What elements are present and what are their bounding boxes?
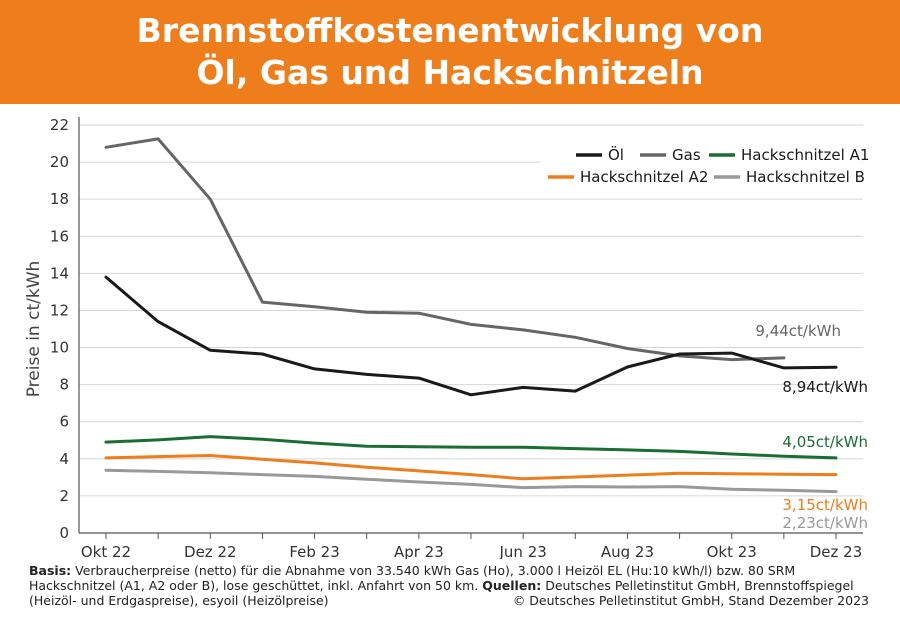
x-tick-label: Feb 23 [289, 543, 339, 559]
series-line-hackschnitzel-b [104, 468, 838, 494]
y-tick-label: 2 [59, 487, 69, 505]
basis-label: Basis: [29, 563, 72, 578]
x-tick-label: Okt 23 [707, 543, 757, 559]
legend-label: Hackschnitzel A2 [580, 168, 708, 186]
chart-title-line-1: Brennstoffkostenentwicklung von [136, 11, 764, 50]
end-label: 2,23ct/kWh [782, 514, 868, 532]
end-label: 8,94ct/kWh [782, 378, 868, 396]
end-label: 9,44ct/kWh [755, 322, 841, 340]
end-label: 3,15ct/kWh [782, 496, 868, 514]
y-tick-label: 0 [59, 524, 69, 542]
y-axis-label: Preise in ct/kWh [24, 261, 44, 398]
x-tick-label: Aug 23 [601, 543, 654, 559]
end-label: 4,05ct/kWh [782, 433, 868, 451]
series-line-hackschnitzel-a1 [104, 435, 838, 460]
y-tick-label: 14 [50, 264, 69, 282]
y-tick-label: 20 [50, 153, 69, 171]
legend-label: Hackschnitzel A1 [741, 146, 869, 164]
x-tick-label: Apr 23 [394, 543, 444, 559]
chart-header: Brennstoffkostenentwicklung von Öl, Gas … [0, 0, 900, 104]
copyright-note: © Deutsches Pelletinstitut GmbH, Stand D… [512, 593, 869, 608]
sources-label: Quellen: [482, 578, 542, 593]
x-tick-label: Okt 22 [81, 543, 131, 559]
y-tick-label: 10 [50, 339, 69, 357]
y-tick-label: 16 [50, 227, 69, 245]
basis-text: Verbraucherpreise (netto) für die Abnahm… [29, 563, 796, 593]
y-tick-label: 6 [59, 413, 69, 431]
legend-label: Gas [672, 146, 701, 164]
x-tick-label: Dez 22 [184, 543, 237, 559]
sources-text: Deutsches Pelletinstitut GmbH, Brennstof… [29, 578, 854, 608]
y-tick-label: 4 [59, 450, 69, 468]
legend-label: Hackschnitzel B [746, 168, 865, 186]
x-tick-label: Dez 23 [810, 543, 863, 559]
legend-box [540, 136, 862, 190]
y-tick-label: 22 [50, 116, 69, 134]
series-line-hackschnitzel-a2 [104, 454, 838, 481]
x-tick-label: Jun 23 [498, 543, 546, 559]
legend-label: Öl [608, 145, 624, 164]
chart-title-line-2: Öl, Gas und Hackschnitzeln [196, 53, 704, 92]
footer-notes: Basis: Verbraucherpreise (netto) für die… [29, 563, 869, 608]
y-tick-label: 12 [50, 301, 69, 319]
series-line-öl [104, 275, 838, 397]
line-chart: 0 2 4 6 8 10 12 14 16 18 20 22 Okt 22 Dez 22 Feb 23 Apr… [24, 116, 869, 559]
y-tick-label: 18 [50, 190, 69, 208]
y-tick-label: 8 [59, 376, 69, 394]
